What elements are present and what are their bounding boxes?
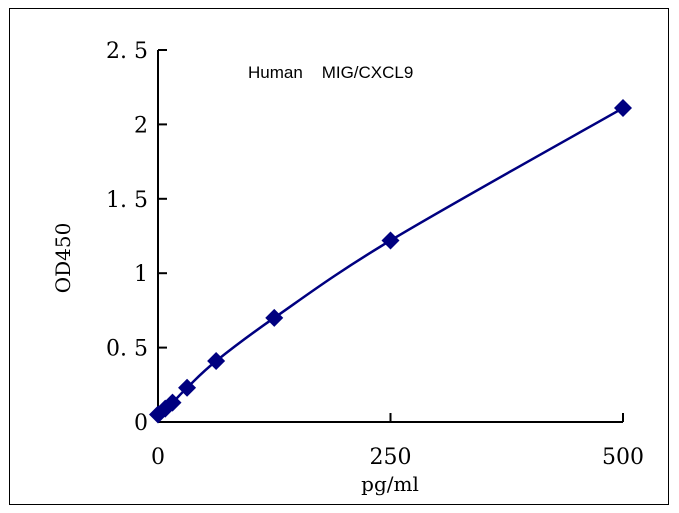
y-axis-ticks: 0 0. 5 1 1. 5 2 2. 5 (106, 39, 167, 436)
y-tick-label: 2. 5 (106, 39, 148, 64)
data-point (163, 393, 182, 412)
x-tick-label: 0 (151, 445, 165, 470)
y-tick-label: 0 (134, 411, 148, 436)
data-point (178, 378, 197, 397)
y-tick-label: 1. 5 (106, 188, 148, 213)
y-tick-label: 1 (134, 262, 148, 287)
data-point (614, 99, 632, 118)
series-markers (149, 99, 632, 424)
y-axis-title: OD450 (51, 223, 75, 294)
y-tick-label: 2 (134, 113, 148, 138)
data-point (207, 351, 226, 370)
data-point (265, 308, 284, 327)
series-line (157, 106, 624, 416)
x-tick-label: 500 (602, 445, 644, 470)
x-axis-ticks: 0 250 500 (151, 413, 644, 470)
chart-title: Human MIG/CXCL9 (248, 63, 413, 82)
y-tick-label: 0. 5 (106, 337, 148, 362)
data-point (381, 231, 400, 250)
x-tick-label: 250 (370, 445, 412, 470)
x-axis-title: pg/ml (361, 472, 419, 496)
